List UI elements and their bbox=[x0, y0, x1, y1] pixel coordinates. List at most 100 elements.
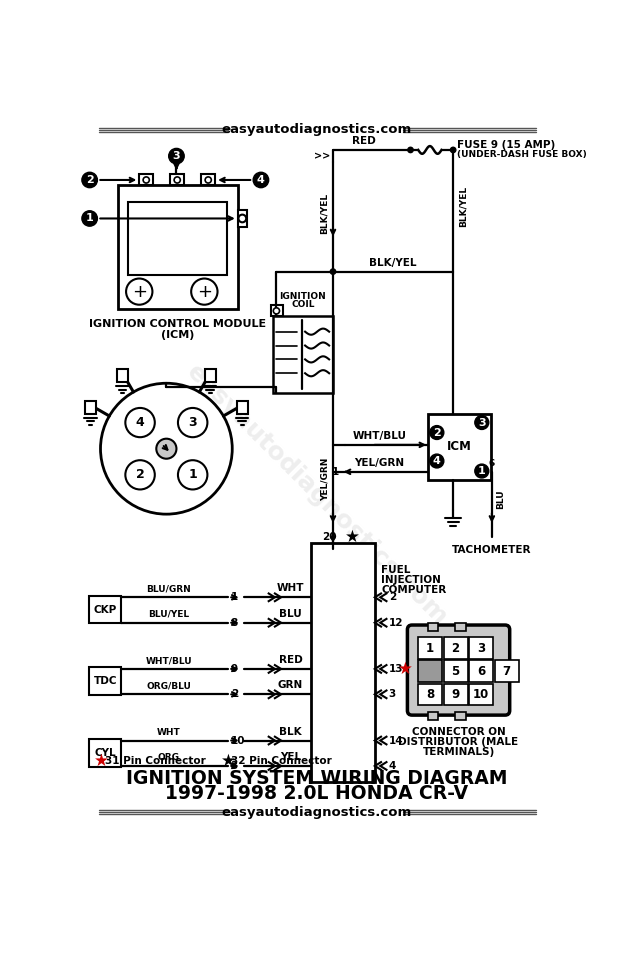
Bar bbox=[89, 667, 121, 695]
Text: 3: 3 bbox=[389, 689, 396, 700]
Circle shape bbox=[475, 465, 489, 478]
Text: 20: 20 bbox=[323, 532, 337, 542]
Text: 2: 2 bbox=[451, 642, 460, 655]
Circle shape bbox=[273, 308, 279, 314]
Text: DISTRIBUTOR (MALE: DISTRIBUTOR (MALE bbox=[399, 738, 519, 748]
Text: 5: 5 bbox=[451, 664, 460, 678]
Bar bbox=[495, 661, 519, 682]
Bar bbox=[89, 596, 121, 623]
Bar bbox=[455, 623, 465, 631]
Text: 2: 2 bbox=[136, 468, 145, 481]
Text: 12: 12 bbox=[389, 617, 404, 628]
Text: TDC: TDC bbox=[93, 676, 117, 686]
Bar bbox=[428, 623, 438, 631]
Text: 31 Pin Connector: 31 Pin Connector bbox=[105, 757, 206, 766]
Circle shape bbox=[82, 172, 98, 188]
Text: FUSE 9 (15 AMP): FUSE 9 (15 AMP) bbox=[457, 140, 555, 150]
Text: 3: 3 bbox=[188, 416, 197, 429]
Text: FUEL: FUEL bbox=[381, 565, 410, 575]
Bar bbox=[238, 210, 247, 227]
Bar bbox=[237, 402, 248, 414]
Text: easyautodiagnostics.com: easyautodiagnostics.com bbox=[182, 360, 452, 630]
Bar bbox=[201, 173, 215, 185]
Circle shape bbox=[475, 416, 489, 429]
Text: ICM: ICM bbox=[447, 440, 472, 453]
Text: 2: 2 bbox=[231, 689, 238, 700]
FancyBboxPatch shape bbox=[407, 625, 510, 715]
Text: 1997-1998 2.0L HONDA CR-V: 1997-1998 2.0L HONDA CR-V bbox=[165, 784, 468, 804]
Text: BLK/YEL: BLK/YEL bbox=[369, 258, 417, 268]
Text: 4: 4 bbox=[257, 175, 265, 185]
Text: ORG: ORG bbox=[158, 753, 180, 762]
Text: 4: 4 bbox=[389, 760, 396, 771]
Text: TERMINALS): TERMINALS) bbox=[423, 748, 494, 758]
Bar bbox=[470, 684, 493, 706]
Text: 1: 1 bbox=[86, 214, 93, 223]
Text: BLK: BLK bbox=[279, 727, 302, 737]
Circle shape bbox=[156, 439, 177, 459]
Text: 3: 3 bbox=[172, 151, 180, 161]
Text: 3: 3 bbox=[477, 642, 485, 655]
Circle shape bbox=[178, 461, 208, 489]
Text: RED: RED bbox=[352, 136, 376, 146]
Bar bbox=[117, 185, 238, 309]
Text: YEL/GRN: YEL/GRN bbox=[321, 458, 330, 501]
Circle shape bbox=[408, 147, 413, 153]
Text: BLU/YEL: BLU/YEL bbox=[148, 610, 189, 619]
Text: 1: 1 bbox=[188, 468, 197, 481]
Text: WHT: WHT bbox=[157, 728, 180, 737]
Bar bbox=[428, 414, 491, 479]
Circle shape bbox=[125, 408, 154, 437]
Circle shape bbox=[430, 454, 444, 468]
Bar bbox=[444, 684, 468, 706]
Text: 2: 2 bbox=[86, 175, 93, 185]
Bar bbox=[428, 712, 438, 719]
Text: WHT/BLU: WHT/BLU bbox=[145, 656, 192, 665]
Circle shape bbox=[205, 176, 211, 183]
Circle shape bbox=[239, 215, 246, 222]
Text: 6: 6 bbox=[489, 459, 495, 468]
Bar bbox=[170, 173, 184, 185]
Text: COIL: COIL bbox=[291, 300, 315, 309]
Text: (UNDER-DASH FUSE BOX): (UNDER-DASH FUSE BOX) bbox=[457, 150, 586, 159]
Text: 14: 14 bbox=[389, 736, 404, 746]
Text: 2: 2 bbox=[389, 592, 396, 603]
Text: CYL: CYL bbox=[95, 748, 116, 758]
Text: 9: 9 bbox=[231, 663, 238, 674]
Text: BLU: BLU bbox=[496, 489, 505, 509]
Text: INJECTION: INJECTION bbox=[381, 575, 441, 585]
Bar bbox=[418, 661, 442, 682]
Text: YEL: YEL bbox=[280, 752, 301, 762]
Text: TACHOMETER: TACHOMETER bbox=[452, 545, 531, 555]
Text: easyautodiagnostics.com: easyautodiagnostics.com bbox=[222, 123, 412, 136]
Circle shape bbox=[191, 278, 218, 305]
Text: YEL/GRN: YEL/GRN bbox=[355, 458, 405, 468]
Bar bbox=[444, 637, 468, 659]
Text: 7: 7 bbox=[502, 664, 510, 678]
Text: BLK/YEL: BLK/YEL bbox=[459, 185, 468, 226]
Text: BLU: BLU bbox=[279, 609, 302, 619]
Circle shape bbox=[126, 278, 153, 305]
Bar bbox=[85, 402, 96, 414]
Text: BLK/YEL: BLK/YEL bbox=[320, 193, 328, 234]
Text: 3: 3 bbox=[478, 417, 486, 427]
Text: IGNITION CONTROL MODULE: IGNITION CONTROL MODULE bbox=[88, 319, 266, 329]
Text: ★: ★ bbox=[221, 753, 235, 770]
Text: CKP: CKP bbox=[93, 605, 117, 614]
Text: 8: 8 bbox=[231, 617, 238, 628]
Circle shape bbox=[143, 176, 150, 183]
Circle shape bbox=[101, 383, 232, 514]
Bar bbox=[418, 637, 442, 659]
Text: IGNITION: IGNITION bbox=[279, 292, 326, 301]
Bar bbox=[117, 369, 128, 382]
Text: 13: 13 bbox=[389, 663, 404, 674]
Text: BLU/GRN: BLU/GRN bbox=[146, 584, 191, 594]
Circle shape bbox=[253, 172, 269, 188]
Bar bbox=[470, 661, 493, 682]
Bar bbox=[273, 317, 333, 393]
Circle shape bbox=[430, 425, 444, 439]
Circle shape bbox=[169, 148, 184, 164]
Text: 9: 9 bbox=[451, 688, 460, 701]
Text: IGNITION SYSTEM WIRING DIAGRAM: IGNITION SYSTEM WIRING DIAGRAM bbox=[126, 768, 507, 788]
Text: >>: >> bbox=[315, 151, 331, 161]
